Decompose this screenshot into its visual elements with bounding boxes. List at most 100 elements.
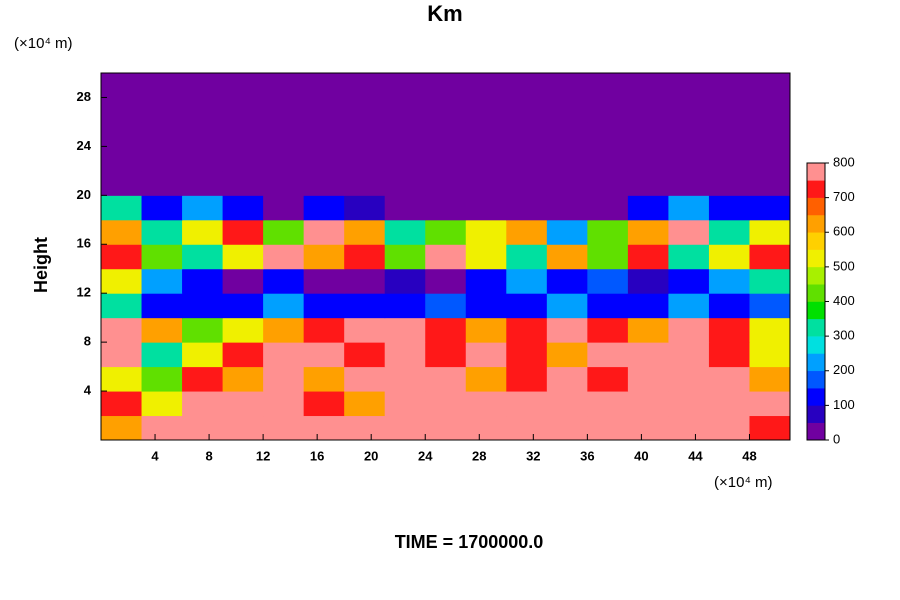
contour-cell xyxy=(749,121,791,147)
colorbar-band xyxy=(807,249,825,268)
contour-cell xyxy=(465,366,507,392)
contour-cell xyxy=(344,195,386,221)
contour-cell xyxy=(425,391,467,417)
contour-cell xyxy=(384,146,426,172)
x-tick-label: 32 xyxy=(526,448,540,463)
contour-cell xyxy=(303,73,345,98)
contour-cell xyxy=(708,415,750,441)
contour-cell xyxy=(222,219,264,245)
x-tick-label: 36 xyxy=(580,448,594,463)
contour-cell xyxy=(222,244,264,270)
contour-cell xyxy=(668,391,710,417)
contour-cell xyxy=(141,219,183,245)
contour-cell xyxy=(384,121,426,147)
contour-cell xyxy=(668,366,710,392)
colorbar-tick-label: 300 xyxy=(833,328,855,343)
contour-cell xyxy=(182,391,224,417)
contour-cell xyxy=(749,170,791,196)
contour-cell xyxy=(101,415,143,441)
contour-cell xyxy=(384,415,426,441)
contour-cell xyxy=(425,342,467,368)
contour-cell xyxy=(627,391,669,417)
contour-cell xyxy=(465,391,507,417)
contour-cell xyxy=(222,293,264,319)
y-tick-label: 12 xyxy=(77,285,91,300)
y-tick-label: 20 xyxy=(77,187,91,202)
contour-cell xyxy=(749,391,791,417)
colorbar-tick-label: 400 xyxy=(833,293,855,308)
y-tick-label: 4 xyxy=(84,383,92,398)
contour-cell xyxy=(425,317,467,343)
contour-cell xyxy=(141,170,183,196)
contour-cell xyxy=(627,244,669,270)
contour-cell xyxy=(627,342,669,368)
contour-cell xyxy=(587,121,629,147)
contour-cell xyxy=(465,268,507,294)
x-tick-label: 4 xyxy=(151,448,159,463)
contour-cell xyxy=(708,342,750,368)
contour-cell xyxy=(222,268,264,294)
colorbar-tick-label: 800 xyxy=(833,154,855,169)
x-tick-label: 44 xyxy=(688,448,703,463)
x-tick-label: 12 xyxy=(256,448,270,463)
contour-cell xyxy=(668,268,710,294)
contour-cell xyxy=(303,415,345,441)
contour-cell xyxy=(627,170,669,196)
contour-cell xyxy=(141,342,183,368)
contour-cell xyxy=(749,317,791,343)
contour-cell xyxy=(627,293,669,319)
colorbar-tick-label: 100 xyxy=(833,397,855,412)
contour-cell xyxy=(587,146,629,172)
y-tick-label: 24 xyxy=(77,138,92,153)
contour-cell xyxy=(222,146,264,172)
contour-cell xyxy=(506,391,548,417)
contour-cell xyxy=(101,219,143,245)
y-tick-label: 16 xyxy=(77,236,91,251)
contour-cell xyxy=(141,293,183,319)
contour-cell xyxy=(425,170,467,196)
contour-cell xyxy=(344,391,386,417)
contour-cell xyxy=(587,342,629,368)
contour-cell xyxy=(708,244,750,270)
contour-cell xyxy=(708,146,750,172)
contour-cell xyxy=(141,73,183,98)
contour-cell xyxy=(668,415,710,441)
contour-cell xyxy=(101,97,143,123)
contour-cell xyxy=(141,244,183,270)
contour-cell xyxy=(749,146,791,172)
colorbar-band xyxy=(807,214,825,233)
contour-cell xyxy=(506,73,548,98)
contour-cell xyxy=(344,219,386,245)
colorbar-tick-label: 700 xyxy=(833,189,855,204)
contour-cell xyxy=(303,391,345,417)
contour-cell xyxy=(465,121,507,147)
contour-cell xyxy=(263,170,305,196)
contour-cell xyxy=(303,244,345,270)
contour-cell xyxy=(506,317,548,343)
colorbar-band xyxy=(807,422,825,441)
contour-cell xyxy=(546,170,588,196)
y-tick-label: 28 xyxy=(77,89,91,104)
contour-cell xyxy=(344,366,386,392)
contour-cell xyxy=(344,317,386,343)
contour-cell xyxy=(587,415,629,441)
contour-cell xyxy=(668,97,710,123)
contour-cell xyxy=(263,73,305,98)
contour-cell xyxy=(749,342,791,368)
contour-cell xyxy=(384,73,426,98)
contour-cell xyxy=(749,219,791,245)
contour-cell xyxy=(303,268,345,294)
plot-frame xyxy=(100,72,791,441)
contour-cell xyxy=(425,268,467,294)
contour-cell xyxy=(303,293,345,319)
contour-cell xyxy=(546,219,588,245)
contour-cell xyxy=(749,195,791,221)
contour-cell xyxy=(344,97,386,123)
contour-cell xyxy=(506,97,548,123)
contour-cell xyxy=(263,121,305,147)
contour-cell xyxy=(668,219,710,245)
x-tick-label: 16 xyxy=(310,448,324,463)
colorbar-band xyxy=(807,336,825,354)
contour-cell xyxy=(263,97,305,123)
contour-cell xyxy=(708,391,750,417)
